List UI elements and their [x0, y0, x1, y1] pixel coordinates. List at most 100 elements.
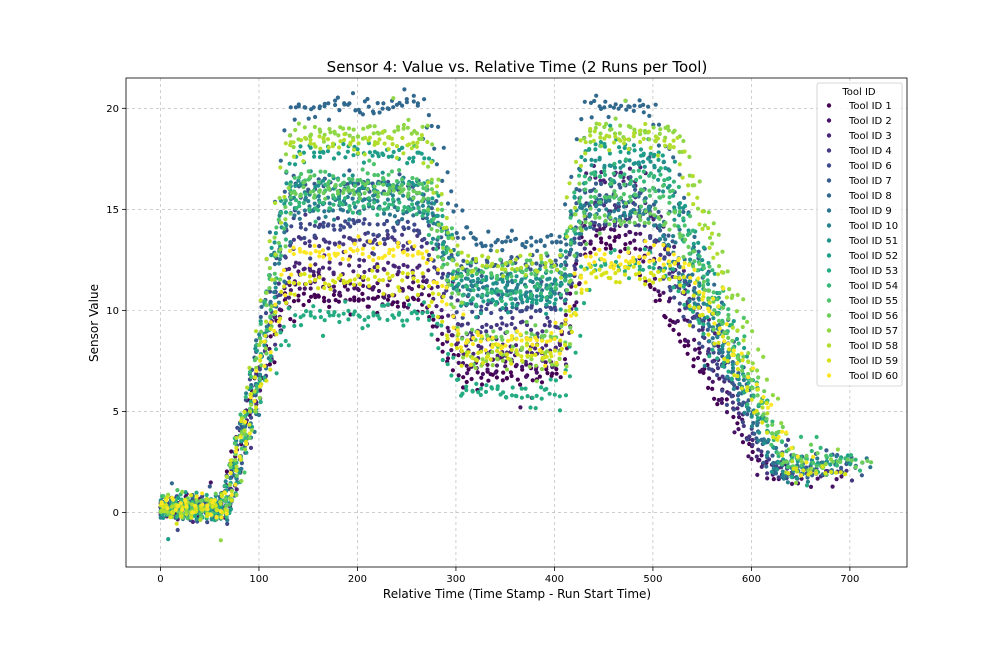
data-point [711, 299, 716, 304]
data-point [346, 188, 351, 193]
x-axis-ticks: 0 100 200 300 400 500 600 700 [157, 567, 859, 585]
data-point [396, 127, 401, 132]
data-point [646, 220, 652, 225]
data-point [461, 352, 466, 357]
data-point [538, 253, 544, 258]
data-point [342, 102, 347, 107]
data-point [809, 448, 814, 454]
data-point [573, 159, 579, 164]
data-point [730, 362, 735, 367]
data-point [303, 227, 308, 232]
data-point [163, 503, 168, 508]
data-point [357, 282, 362, 287]
data-point [381, 211, 387, 216]
legend-label: Tool ID 7 [848, 176, 892, 187]
data-point [456, 291, 461, 296]
data-point [745, 388, 750, 393]
data-point [450, 258, 455, 263]
data-point [766, 437, 771, 443]
data-point [317, 254, 322, 259]
data-point [705, 327, 710, 332]
data-point [288, 291, 293, 296]
data-point [756, 375, 761, 380]
data-point [602, 213, 607, 218]
data-point [739, 432, 745, 438]
data-point [425, 310, 430, 315]
data-point [676, 332, 682, 337]
data-point [667, 227, 672, 232]
data-point [333, 253, 338, 258]
data-point [412, 228, 417, 233]
data-point [710, 336, 715, 341]
data-point [646, 104, 651, 109]
data-point [656, 269, 661, 274]
data-point [375, 264, 380, 270]
data-point [272, 240, 277, 245]
data-point [293, 191, 298, 196]
data-point [656, 153, 661, 158]
data-point [786, 471, 791, 476]
data-point [237, 454, 242, 459]
data-point [529, 357, 534, 362]
data-point [273, 310, 278, 315]
data-point [628, 230, 633, 235]
data-point [299, 138, 304, 143]
data-point [724, 295, 730, 300]
data-point [440, 315, 445, 320]
data-point [750, 437, 755, 443]
data-point [756, 347, 761, 352]
data-point [525, 305, 530, 310]
data-point [780, 429, 785, 434]
data-point [385, 192, 390, 197]
data-point [633, 246, 638, 251]
data-point [385, 228, 390, 234]
data-point [400, 103, 405, 108]
data-point [478, 311, 483, 316]
data-point [264, 324, 269, 329]
data-point [414, 177, 419, 182]
data-point [559, 324, 564, 329]
data-point [312, 193, 317, 198]
data-point [405, 274, 410, 280]
data-point [515, 282, 520, 287]
data-point [623, 246, 628, 251]
data-point [268, 334, 273, 339]
data-point [632, 127, 637, 132]
data-point [552, 278, 557, 283]
data-point [461, 355, 466, 360]
data-point [518, 309, 523, 314]
data-point [372, 142, 377, 147]
data-point [279, 210, 284, 216]
data-point [618, 222, 624, 227]
data-point [692, 305, 697, 310]
data-point [244, 391, 249, 396]
data-point [273, 342, 278, 347]
data-point [700, 344, 705, 349]
data-point [638, 139, 643, 145]
data-point [234, 464, 239, 469]
data-point [720, 249, 725, 254]
data-point [348, 278, 353, 283]
data-point [297, 175, 302, 180]
data-point [572, 195, 577, 200]
data-point [508, 296, 513, 302]
data-point [495, 348, 500, 353]
data-point [530, 378, 535, 383]
data-point [731, 414, 736, 420]
data-point [436, 222, 441, 227]
data-point [466, 292, 471, 297]
data-point [676, 289, 681, 294]
data-point [470, 388, 475, 393]
data-point [306, 116, 311, 121]
data-point [559, 329, 564, 334]
data-point [252, 375, 258, 380]
data-point [269, 277, 274, 282]
data-point [333, 242, 338, 247]
data-point [252, 389, 257, 394]
data-point [351, 269, 356, 274]
data-point [549, 233, 554, 238]
data-point [549, 362, 555, 367]
data-point [411, 276, 416, 281]
data-point [720, 364, 725, 369]
data-point [707, 339, 712, 344]
